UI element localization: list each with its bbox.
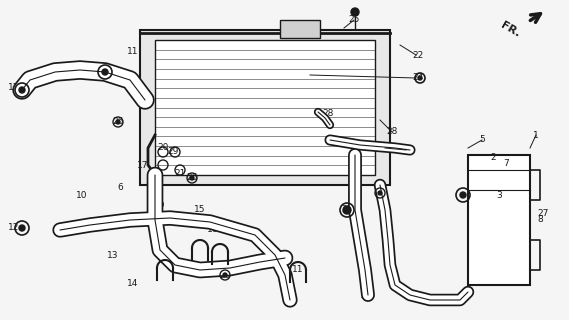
Text: 26: 26 — [374, 188, 386, 197]
Text: 21: 21 — [174, 169, 185, 178]
Text: 11: 11 — [127, 47, 139, 57]
Text: FR.: FR. — [498, 20, 521, 39]
Circle shape — [116, 120, 120, 124]
Text: 2: 2 — [490, 154, 496, 163]
Polygon shape — [468, 155, 530, 285]
Bar — [280, 20, 320, 38]
Text: 16: 16 — [207, 226, 218, 235]
Circle shape — [378, 191, 382, 195]
Circle shape — [223, 273, 227, 277]
Text: 20: 20 — [157, 142, 168, 151]
Circle shape — [351, 8, 359, 16]
Circle shape — [460, 192, 466, 198]
Text: 13: 13 — [107, 251, 119, 260]
Text: 23: 23 — [341, 205, 353, 214]
Text: 18: 18 — [360, 291, 372, 300]
Text: 7: 7 — [503, 158, 509, 167]
Text: 12: 12 — [9, 223, 20, 233]
Text: 15: 15 — [194, 205, 206, 214]
Text: 1: 1 — [533, 131, 539, 140]
Circle shape — [418, 76, 422, 80]
Text: 29: 29 — [167, 148, 179, 156]
Circle shape — [19, 87, 25, 93]
Text: 3: 3 — [496, 190, 502, 199]
Text: 22: 22 — [413, 51, 424, 60]
Text: 26: 26 — [112, 117, 123, 126]
Text: 12: 12 — [9, 84, 20, 92]
Text: 28: 28 — [386, 127, 398, 137]
Text: 5: 5 — [479, 135, 485, 145]
Text: 10: 10 — [76, 191, 88, 201]
Text: 24: 24 — [413, 74, 424, 83]
Text: 4: 4 — [403, 146, 409, 155]
Text: 28: 28 — [322, 108, 333, 117]
Circle shape — [102, 69, 108, 75]
Polygon shape — [155, 40, 375, 175]
Text: 25: 25 — [348, 15, 360, 25]
Text: 27: 27 — [537, 209, 549, 218]
Text: 17: 17 — [137, 161, 149, 170]
Polygon shape — [140, 30, 390, 185]
Text: 6: 6 — [117, 183, 123, 193]
Text: 8: 8 — [537, 215, 543, 225]
Circle shape — [19, 225, 25, 231]
Circle shape — [343, 206, 351, 214]
Circle shape — [190, 176, 194, 180]
Text: 19: 19 — [154, 201, 166, 210]
Text: 26: 26 — [186, 173, 197, 182]
Text: 26: 26 — [219, 270, 230, 279]
Text: 9: 9 — [65, 63, 71, 73]
Text: 11: 11 — [292, 266, 304, 275]
Text: 14: 14 — [127, 279, 139, 289]
